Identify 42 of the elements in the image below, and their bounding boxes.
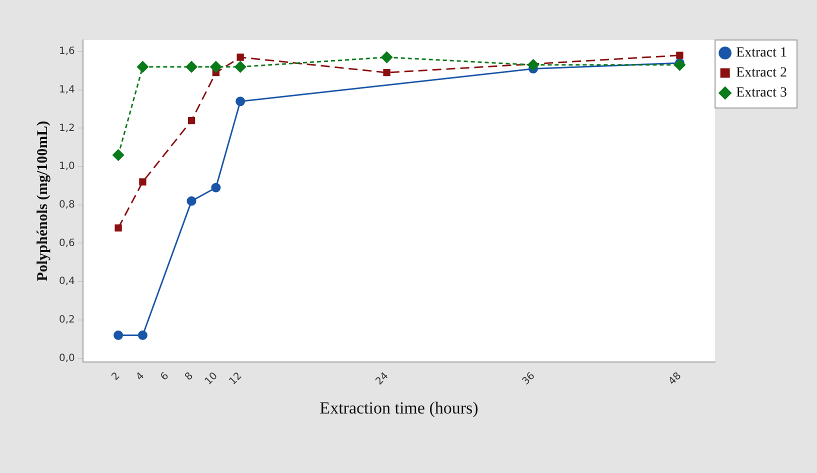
point [236, 96, 246, 106]
legend-label: Extract 2 [736, 66, 787, 81]
point [210, 61, 222, 73]
y-tick-label: 1,2 [58, 122, 75, 134]
y-tick-label: 0,6 [58, 238, 75, 249]
y-tick-label: 0,4 [58, 276, 75, 288]
y-tick-label: 1,6 [58, 46, 75, 58]
x-tick-label: 4 [134, 370, 147, 383]
point [383, 69, 390, 76]
y-axis-title: Polyphénols (mg/100mL) [34, 120, 51, 282]
point [674, 59, 686, 71]
x-tick-label: 36 [520, 370, 538, 388]
point [234, 61, 246, 73]
point [527, 59, 539, 71]
y-tick-label: 1,4 [58, 84, 75, 96]
point [139, 178, 146, 186]
y-tick-label: 0,2 [58, 314, 75, 326]
point [381, 52, 393, 64]
point [676, 52, 684, 59]
x-tick-label: 12 [228, 370, 244, 388]
x-tick-label: 24 [374, 370, 391, 388]
x-tick-label: 8 [183, 370, 196, 383]
x-tick-label: 10 [203, 370, 220, 388]
point [188, 116, 196, 124]
point [236, 54, 244, 61]
point [211, 182, 221, 192]
point [138, 330, 148, 340]
legend-label: Extract 3 [736, 86, 787, 101]
point [114, 330, 124, 340]
legend-label: Extract 1 [736, 46, 787, 61]
y-tick-label: 0,0 [58, 352, 75, 364]
point [186, 196, 196, 206]
x-tick-label: 6 [158, 370, 172, 383]
x-tick-label: 48 [666, 370, 684, 388]
y-tick-label: 0,8 [58, 199, 75, 210]
point [112, 149, 124, 161]
point [186, 61, 198, 73]
point [114, 224, 122, 232]
y-tick-label: 1,0 [58, 161, 75, 172]
x-tick-label: 2 [110, 370, 122, 383]
point [136, 61, 148, 73]
x-axis-title: Extraction time (hours) [320, 398, 478, 418]
